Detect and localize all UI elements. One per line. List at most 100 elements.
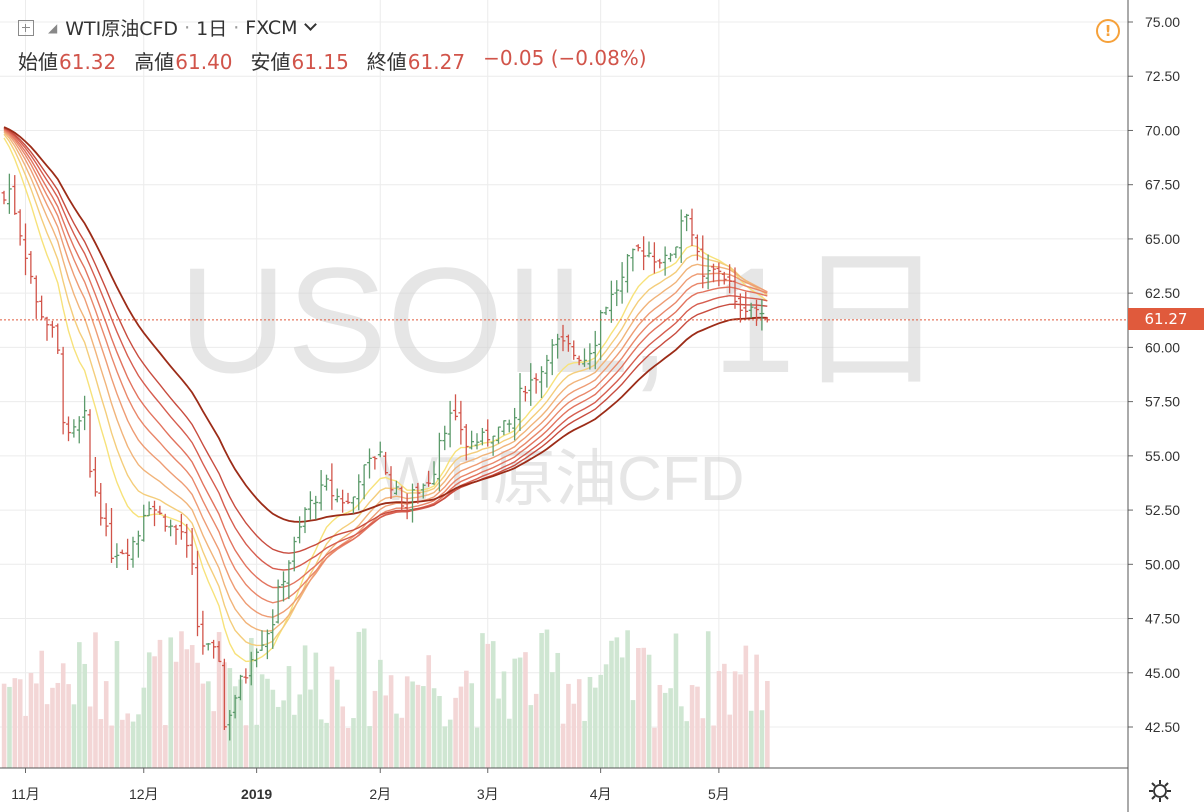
price-axis[interactable]: 75.00 72.50 70.00 67.50 65.00 62.50 60.00 57.50… (1127, 0, 1180, 812)
price-bar[interactable] (732, 267, 738, 309)
price-bar[interactable] (318, 470, 324, 511)
price-bar[interactable] (49, 320, 55, 338)
price-bar[interactable] (453, 394, 458, 421)
price-bar[interactable] (302, 507, 308, 534)
price-bar[interactable] (565, 334, 571, 352)
price-bar[interactable] (463, 424, 469, 461)
price-bar[interactable] (211, 639, 217, 659)
price-bar[interactable] (474, 433, 480, 450)
price-bar[interactable] (28, 251, 34, 284)
price-bar[interactable] (506, 419, 512, 433)
price-bar[interactable] (410, 483, 415, 523)
price-bar[interactable] (297, 516, 303, 544)
price-bar[interactable] (76, 416, 82, 444)
price-bar[interactable] (1, 190, 7, 205)
price-bar[interactable] (630, 248, 636, 272)
price-bar[interactable] (44, 316, 50, 341)
price-bar[interactable] (184, 523, 190, 558)
price-bar[interactable] (281, 571, 286, 602)
price-bar[interactable] (141, 504, 147, 542)
price-bar[interactable] (264, 629, 270, 660)
price-bar[interactable] (635, 244, 641, 252)
price-bar[interactable] (60, 346, 66, 435)
price-bar[interactable] (512, 407, 518, 441)
price-bar[interactable] (114, 543, 120, 569)
price-bars[interactable] (1, 173, 770, 741)
price-bar[interactable] (689, 208, 695, 247)
price-bar[interactable] (404, 493, 410, 520)
price-bar[interactable] (119, 549, 125, 555)
price-bar[interactable] (345, 492, 351, 505)
price-bar[interactable] (619, 262, 625, 304)
price-bar[interactable] (711, 263, 716, 283)
price-bar[interactable] (727, 264, 733, 294)
price-bar[interactable] (55, 323, 61, 354)
price-bar[interactable] (125, 538, 131, 570)
price-bar[interactable] (146, 501, 152, 517)
price-bar[interactable] (759, 299, 765, 331)
price-bar[interactable] (458, 400, 464, 445)
price-bar[interactable] (673, 246, 679, 259)
price-bar[interactable] (135, 530, 141, 558)
price-bar[interactable] (522, 385, 528, 402)
price-bar[interactable] (248, 651, 254, 686)
price-bar[interactable] (227, 709, 233, 741)
price-bar[interactable] (603, 306, 609, 315)
time-axis[interactable]: 11月 12月 2019 2月 3月 4月 5月 (0, 767, 1128, 802)
price-bar[interactable] (205, 643, 211, 651)
price-bar[interactable] (39, 295, 45, 320)
price-bar[interactable] (109, 508, 114, 563)
price-bar[interactable] (598, 310, 604, 361)
price-bar[interactable] (420, 483, 426, 499)
price-bar[interactable] (415, 482, 421, 504)
price-bar[interactable] (275, 579, 281, 624)
price-bar[interactable] (340, 489, 346, 513)
price-bar[interactable] (485, 419, 491, 447)
price-bar[interactable] (270, 609, 276, 649)
price-bar[interactable] (469, 430, 475, 450)
price-bar[interactable] (641, 236, 647, 271)
price-bar[interactable] (238, 674, 243, 701)
price-bar[interactable] (92, 456, 98, 497)
price-bar[interactable] (130, 536, 136, 568)
price-bar[interactable] (533, 373, 539, 394)
price-bar[interactable] (82, 395, 88, 431)
price-bar[interactable] (356, 474, 362, 511)
price-bar[interactable] (587, 343, 593, 370)
price-bar[interactable] (743, 291, 749, 319)
price-bar[interactable] (66, 416, 71, 442)
price-bar[interactable] (754, 299, 759, 326)
price-bar[interactable] (479, 427, 485, 446)
price-bar[interactable] (549, 339, 555, 376)
price-bar[interactable] (592, 330, 598, 370)
price-bar[interactable] (71, 419, 77, 438)
price-bar[interactable] (324, 474, 329, 491)
price-bar[interactable] (162, 513, 168, 532)
price-bar[interactable] (152, 500, 157, 527)
price-bar[interactable] (367, 448, 372, 479)
price-bar[interactable] (646, 241, 652, 258)
price-bar[interactable] (657, 258, 663, 269)
price-bar[interactable] (608, 280, 614, 323)
price-bar[interactable] (87, 409, 93, 478)
price-bar[interactable] (178, 513, 184, 540)
price-bar[interactable] (737, 293, 743, 323)
price-bar[interactable] (678, 209, 684, 263)
price-bar[interactable] (668, 252, 673, 262)
price-bar[interactable] (221, 658, 227, 731)
price-bar[interactable] (291, 536, 297, 572)
exchange-label[interactable]: FXCM (245, 16, 298, 39)
chevron-down-icon[interactable] (304, 18, 318, 31)
price-bar[interactable] (195, 550, 200, 637)
price-bar[interactable] (399, 486, 405, 512)
price-bar[interactable] (705, 254, 711, 290)
price-bar[interactable] (700, 235, 706, 289)
price-bar[interactable] (544, 354, 550, 388)
price-bar[interactable] (383, 451, 389, 475)
interval-label[interactable]: 1日 (196, 18, 228, 40)
price-bar[interactable] (189, 527, 195, 575)
price-bar[interactable] (313, 495, 319, 520)
price-bar[interactable] (350, 496, 356, 514)
price-bar[interactable] (560, 324, 566, 352)
